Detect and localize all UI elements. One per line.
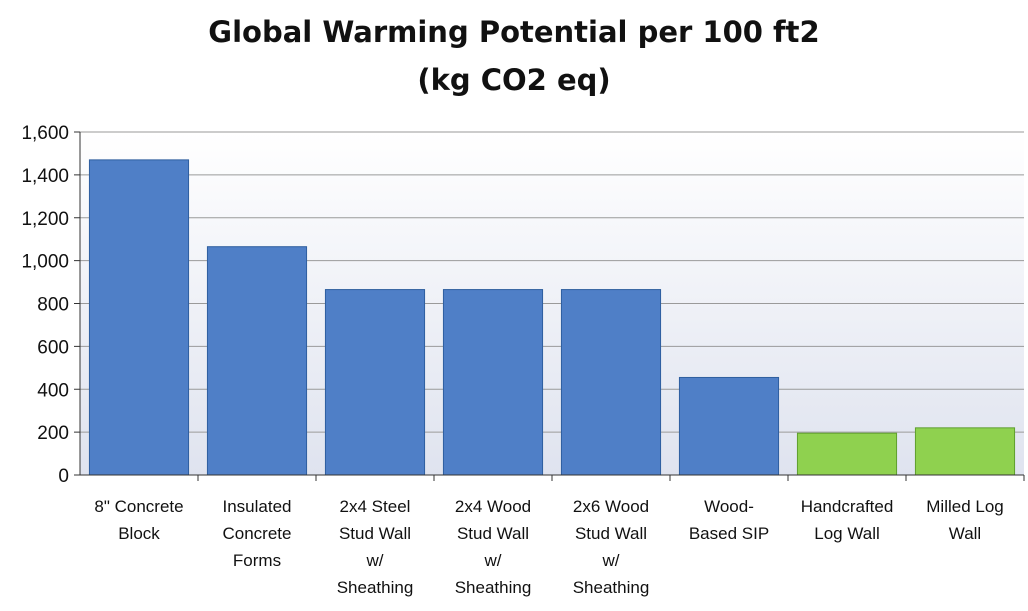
x-category-label-line: Stud Wall — [575, 524, 647, 543]
x-category-label: Milled Log Wall — [926, 497, 1004, 543]
x-category-label-line: Sheathing — [337, 578, 414, 597]
x-category-label: 2x4 Steel Stud Wall w/Sheathing — [337, 497, 414, 597]
bar-8 — [914, 427, 1016, 476]
x-category-label-line: 2x4 Steel — [340, 497, 411, 516]
x-category-label-line: 8" Concrete — [94, 497, 183, 516]
chart-title-line-1: Global Warming Potential per 100 ft2 — [208, 15, 820, 49]
bar-4 — [442, 289, 544, 476]
x-category-label-line: Based SIP — [689, 524, 769, 543]
x-category-label-line: Concrete — [223, 524, 292, 543]
y-tick-label: 1,400 — [21, 166, 69, 187]
y-tick-label: 1,200 — [21, 209, 69, 230]
x-category-label: 2x4 Wood Stud Wall w/Sheathing — [455, 497, 532, 597]
x-category-label-line: Log Wall — [814, 524, 880, 543]
axes — [74, 131, 1025, 481]
x-category-label: Insulated Concrete Forms — [223, 497, 292, 570]
x-category-labels: 8" Concrete Block Insulated Concrete Forms 2x… — [94, 497, 1003, 597]
chart-title: Global Warming Potential per 100 ft2 (kg… — [0, 8, 1028, 104]
x-category-label-line: w/ — [602, 551, 620, 570]
y-tick-label: 600 — [37, 337, 69, 358]
x-category-label-line: Wall — [949, 524, 981, 543]
bars — [88, 159, 1016, 476]
chart-title-line-2: (kg CO2 eq) — [417, 63, 611, 97]
x-category-label: 8" Concrete Block — [94, 497, 183, 543]
y-tick-label: 1,000 — [21, 252, 69, 273]
bar-2 — [206, 246, 308, 476]
x-category-label-line: 2x6 Wood — [573, 497, 649, 516]
bar-1 — [88, 159, 190, 476]
x-category-label-line: Stud Wall — [457, 524, 529, 543]
x-category-label-line: Stud Wall — [339, 524, 411, 543]
y-tick-labels: 0 200 400 600 800 1,000 1,200 1,400 1,600 — [21, 123, 69, 487]
x-category-label-line: w/ — [484, 551, 502, 570]
x-category-label-line: Milled Log — [926, 497, 1004, 516]
y-tick-label: 0 — [58, 466, 69, 487]
y-tick-label: 400 — [37, 380, 69, 401]
bar-6 — [678, 376, 780, 476]
bar-5 — [560, 289, 662, 476]
x-category-label-line: Forms — [233, 551, 281, 570]
bar-3 — [324, 289, 426, 476]
x-category-label-line: Sheathing — [455, 578, 532, 597]
x-category-label-line: w/ — [366, 551, 384, 570]
x-category-label-line: Handcrafted — [801, 497, 894, 516]
x-category-label-line: 2x4 Wood — [455, 497, 531, 516]
x-category-label-line: Block — [118, 524, 160, 543]
x-category-label: Wood- Based SIP — [689, 497, 769, 543]
y-tick-label: 200 — [37, 423, 69, 444]
bar-7 — [796, 432, 898, 476]
y-tick-label: 1,600 — [21, 123, 69, 144]
x-category-label-line: Insulated — [223, 497, 292, 516]
x-category-label: Handcrafted Log Wall — [801, 497, 894, 543]
x-category-label-line: Sheathing — [573, 578, 650, 597]
y-tick-label: 800 — [37, 295, 69, 316]
x-category-label: 2x6 Wood Stud Wall w/Sheathing — [573, 497, 650, 597]
x-category-label-line: Wood- — [704, 497, 754, 516]
